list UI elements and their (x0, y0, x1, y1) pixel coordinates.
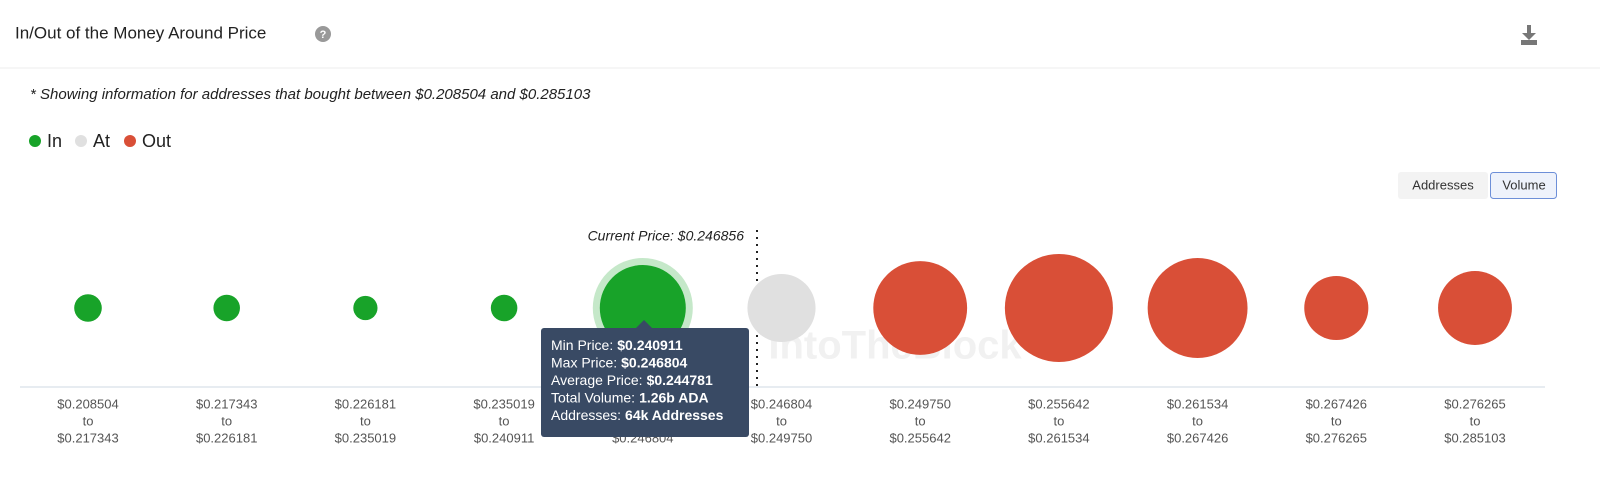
button-active[interactable] (1490, 172, 1557, 199)
x-tick-label: $0.255642 (889, 430, 950, 445)
x-tick-label: $0.255642 (1028, 396, 1089, 411)
tooltip-value: $0.246804 (621, 354, 687, 370)
legend-label: Out (142, 131, 171, 151)
x-tick-label: $0.261534 (1167, 396, 1228, 411)
x-tick-label: $0.267426 (1167, 430, 1228, 445)
legend-dot (124, 135, 136, 147)
legend-label: In (47, 131, 62, 151)
download-icon[interactable] (1521, 25, 1537, 45)
bubble (353, 295, 378, 321)
tooltip-row: Min Price: $0.240911 (551, 337, 683, 353)
x-tick-label: to (1192, 413, 1203, 428)
x-tick-label: to (1053, 413, 1064, 428)
tooltip-label: Average Price: (551, 372, 643, 388)
x-tick-label: $0.249750 (889, 396, 950, 411)
x-tick-label: $0.276265 (1444, 396, 1505, 411)
svg-text:?: ? (320, 29, 327, 41)
x-tick-label: $0.246804 (751, 396, 812, 411)
x-tick-label: $0.240911 (474, 430, 535, 445)
x-tick-label: $0.208504 (57, 396, 118, 411)
bubble (1004, 253, 1113, 363)
tooltip-label: Total Volume: (551, 389, 635, 405)
bubble (490, 294, 518, 322)
button-label[interactable]: Addresses (1412, 177, 1474, 192)
bubble (213, 294, 240, 322)
x-tick-label: to (221, 413, 232, 428)
x-tick-label: $0.217343 (196, 396, 257, 411)
button-label[interactable]: Volume (1502, 177, 1545, 192)
tooltip-arrow (636, 320, 652, 328)
legend-label: At (93, 131, 110, 151)
x-tick-label: $0.267426 (1306, 396, 1367, 411)
tooltip-label: Max Price: (551, 354, 617, 370)
x-tick-label: $0.235019 (335, 430, 396, 445)
current-price-label: Current Price: $0.246856 (588, 228, 745, 244)
bubble (1304, 275, 1369, 341)
bubble (873, 261, 968, 355)
x-tick-label: $0.276265 (1306, 430, 1367, 445)
x-tick-label: $0.285103 (1444, 430, 1505, 445)
x-tick-label: to (915, 413, 926, 428)
x-tick-label: to (83, 413, 94, 428)
tooltip-box (541, 328, 749, 437)
header (0, 0, 1600, 68)
help-icon[interactable]: ? (315, 26, 331, 42)
tooltip-value: $0.244781 (647, 372, 713, 388)
toggle: Addresses Volume (1398, 172, 1557, 199)
tooltip-row: Average Price: $0.244781 (551, 372, 713, 388)
tooltip-label: Min Price: (551, 337, 613, 353)
bubble (747, 273, 816, 343)
title: In/Out of the Money Around Price (15, 23, 266, 42)
tooltip-row: Total Volume: 1.26b ADA (551, 389, 709, 405)
bubble (74, 294, 102, 322)
tooltip-row: Addresses: 64k Addresses (551, 407, 724, 423)
x-tick-label: to (1470, 413, 1481, 428)
tooltip-value: 64k Addresses (625, 407, 724, 423)
x-tick-label: to (360, 413, 371, 428)
x-tick-label: to (1331, 413, 1342, 428)
x-tick-label: $0.235019 (473, 396, 534, 411)
bubble (1438, 271, 1512, 345)
tooltip-value: $0.240911 (617, 337, 683, 353)
tooltip-row: Max Price: $0.246804 (551, 354, 688, 370)
x-tick-label: $0.217343 (57, 430, 118, 445)
x-tick-label: to (776, 413, 787, 428)
x-tick-label: $0.261534 (1028, 430, 1089, 445)
tooltip-value: 1.26b ADA (639, 389, 709, 405)
bubble (1147, 258, 1248, 358)
legend-dot (29, 135, 41, 147)
button[interactable] (1398, 172, 1488, 199)
x-tick-label: $0.226181 (335, 396, 396, 411)
x-tick-label: $0.226181 (196, 430, 257, 445)
tooltip-label: Addresses: (551, 407, 621, 423)
legend-dot (75, 135, 87, 147)
x-tick-label: to (499, 413, 510, 428)
x-tick-label: $0.249750 (751, 430, 812, 445)
note: * Showing information for addresses that… (30, 86, 591, 103)
